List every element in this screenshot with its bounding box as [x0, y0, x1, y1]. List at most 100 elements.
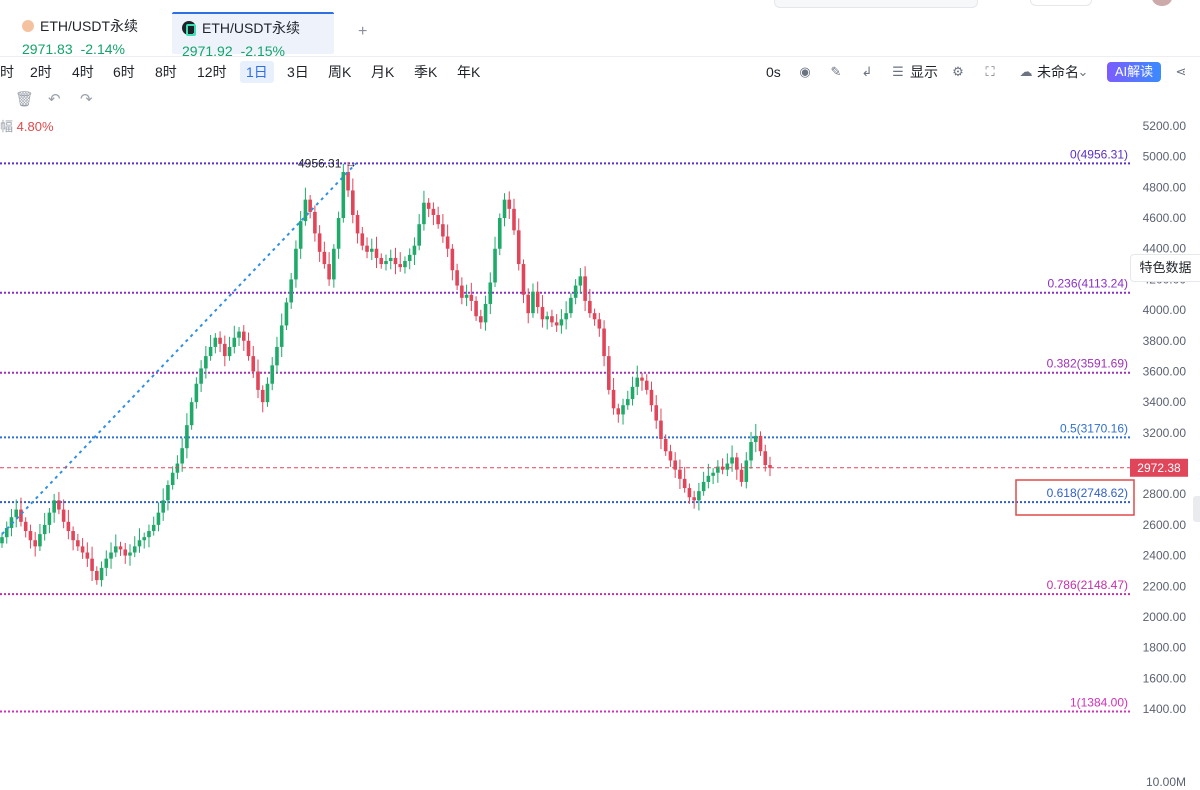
candle-body: [95, 570, 99, 581]
undo-icon[interactable]: ↶: [48, 91, 61, 108]
candle-body: [147, 531, 151, 538]
tab-price: 2971.92: [182, 43, 233, 59]
cloud-icon[interactable]: ☁: [1019, 64, 1033, 79]
candle-body: [479, 316, 483, 323]
chevron-down-icon[interactable]: ⌄: [1077, 64, 1089, 79]
candle-body: [625, 399, 630, 406]
tab-change: -2.14%: [80, 41, 125, 57]
candle-body: [640, 377, 644, 381]
interval-3d[interactable]: 3日: [287, 64, 309, 80]
candle-body: [711, 472, 715, 476]
interval-2h[interactable]: 2时: [30, 64, 52, 80]
fib-level-label: 0.382(3591.69): [1047, 357, 1128, 371]
layout-name-select[interactable]: 未命名: [1037, 64, 1079, 80]
candle-body: [298, 221, 303, 249]
candle-body: [739, 469, 744, 482]
candle-body: [109, 552, 113, 559]
redo-icon[interactable]: ↷: [80, 91, 93, 108]
pencil-icon[interactable]: ✎: [830, 64, 842, 79]
candle-body: [199, 368, 203, 384]
y-tick-label: 1400.00: [1143, 702, 1187, 716]
eth-icon: [22, 20, 34, 32]
candle-body: [241, 331, 246, 341]
interval-1h[interactable]: 时: [0, 64, 14, 80]
candle-body: [161, 500, 165, 513]
candle-body: [128, 552, 132, 556]
candle-body: [474, 300, 478, 317]
candle-body: [507, 199, 512, 209]
candle-body: [52, 500, 56, 513]
candle-body: [649, 389, 654, 406]
fib-level-label: 1(1384.00): [1070, 695, 1128, 709]
share-icon[interactable]: ⋖: [1175, 64, 1187, 79]
replay-icon[interactable]: ↲: [861, 64, 873, 79]
candle-body: [246, 340, 251, 357]
candle-body: [436, 214, 440, 225]
interval-quarter[interactable]: 季K: [414, 64, 438, 80]
candle-body: [493, 248, 497, 283]
y-tick-label: 3600.00: [1143, 364, 1187, 378]
interval-12h[interactable]: 12时: [197, 64, 227, 80]
candle-body: [223, 343, 227, 357]
candle-body: [763, 451, 768, 466]
candle-body: [455, 270, 459, 286]
tab-eth-usdt-2[interactable]: ETH/USDT永续 2971.92 -2.15%: [172, 12, 334, 59]
display-button[interactable]: 显示: [910, 64, 938, 80]
tab-eth-usdt-1[interactable]: ETH/USDT永续 2971.83 -2.14%: [0, 12, 170, 57]
y-tick-label: 1600.00: [1143, 671, 1187, 685]
candle-body: [725, 463, 730, 470]
candle-body: [450, 248, 455, 271]
settings-icon[interactable]: ⚙: [952, 64, 964, 79]
candle-body: [668, 451, 673, 461]
search-input[interactable]: [774, 0, 978, 8]
interval-year[interactable]: 年K: [457, 64, 481, 80]
candle-body: [351, 190, 355, 215]
interval-month[interactable]: 月K: [371, 64, 395, 80]
interval-1d[interactable]: 1日: [240, 61, 274, 83]
candle-body: [80, 546, 85, 553]
candle-body: [706, 475, 711, 482]
candle-body: [260, 389, 265, 403]
featured-data-tab[interactable]: 特色数据: [1130, 254, 1200, 282]
top-action-button[interactable]: [1030, 0, 1092, 6]
fullscreen-icon[interactable]: ⛶: [985, 64, 995, 79]
candle-body: [279, 325, 284, 347]
list-icon[interactable]: ☰: [892, 64, 904, 79]
candle-body: [616, 408, 621, 415]
candle-body: [602, 328, 606, 357]
fib-level-label: 0.236(4113.24): [1047, 277, 1128, 291]
candle-body: [422, 202, 426, 225]
ai-interpret-button[interactable]: AI解读: [1107, 62, 1161, 82]
candle-body: [578, 276, 583, 286]
candle-body: [336, 218, 341, 249]
candle-body: [654, 405, 659, 421]
top-bar: [0, 0, 1200, 8]
candle-body: [635, 377, 640, 387]
candle-body: [208, 346, 213, 357]
candle-body: [213, 337, 218, 347]
avatar[interactable]: [1152, 0, 1172, 6]
interval-8h[interactable]: 8时: [155, 64, 177, 80]
candle-body: [621, 405, 625, 415]
candle-body: [123, 549, 128, 556]
candle-body: [19, 509, 23, 522]
candle-body: [170, 472, 175, 486]
interval-week[interactable]: 周K: [328, 64, 352, 80]
candle-body: [251, 356, 256, 372]
fib-level-label: 0.786(2148.47): [1047, 578, 1128, 592]
candle-body: [76, 540, 80, 547]
candle-body: [104, 558, 109, 568]
candle-body: [678, 469, 682, 479]
candle-body: [113, 546, 118, 553]
candle-body: [232, 337, 237, 347]
price-chart[interactable]: 5200.005000.004800.004600.004400.004200.…: [0, 110, 1200, 790]
panel-handle[interactable]: [1193, 496, 1200, 522]
candle-body: [569, 297, 573, 314]
drawing-toolbar: 🗑 ↶ ↷: [0, 88, 1200, 110]
interval-4h[interactable]: 4时: [72, 64, 94, 80]
interval-6h[interactable]: 6时: [113, 64, 135, 80]
camera-icon[interactable]: ◉: [799, 64, 811, 79]
trash-icon[interactable]: 🗑: [15, 91, 35, 108]
candle-body: [379, 257, 384, 265]
add-tab-button[interactable]: +: [358, 23, 368, 40]
